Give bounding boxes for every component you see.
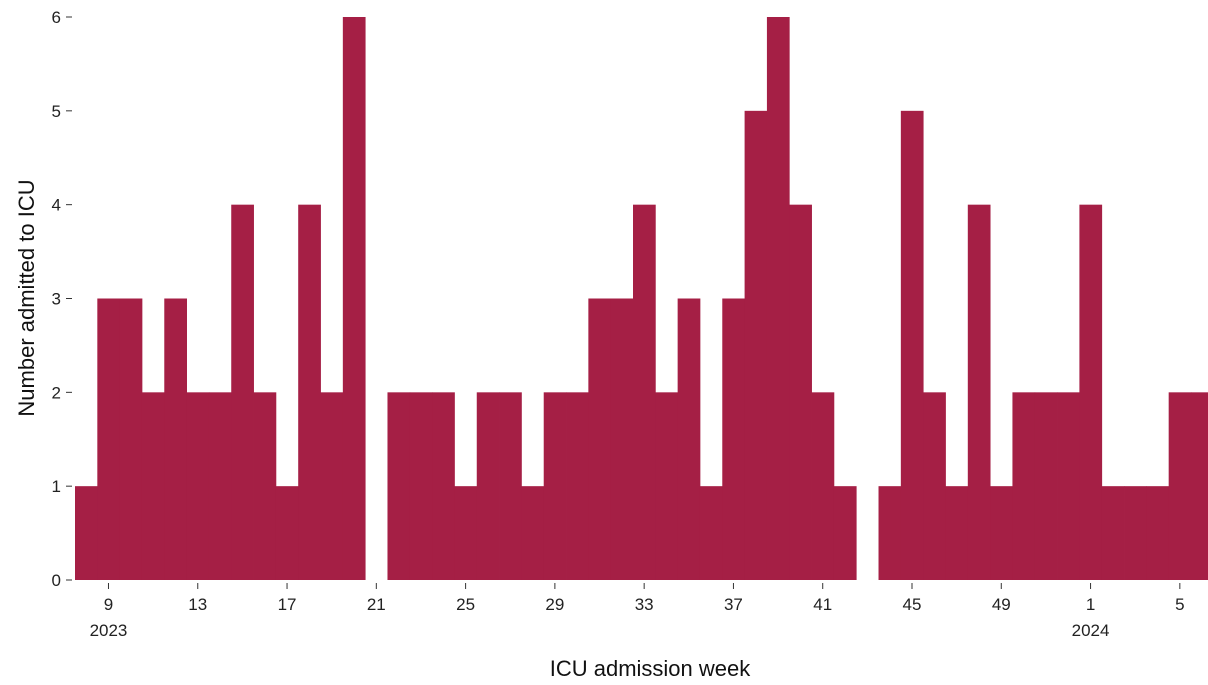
bars-group [75, 17, 1208, 581]
bar-2023-W50 [1012, 392, 1036, 580]
bar-2023-W49 [990, 486, 1013, 580]
y-axis-title: Number admitted to ICU [14, 179, 39, 416]
bar-2023-W32 [610, 298, 634, 580]
bar-2023-W11 [141, 392, 165, 580]
x-tick-label: 29 [545, 595, 564, 614]
x-tick-label: 37 [724, 595, 743, 614]
bar-2023-W25 [454, 486, 478, 580]
x-tick-label: 33 [635, 595, 654, 614]
bar-2023-W27 [499, 392, 522, 580]
bar-2023-W29 [543, 392, 567, 580]
bar-2024-W02 [1101, 486, 1125, 580]
bar-2024-W04 [1146, 486, 1170, 580]
bar-2023-W13 [186, 392, 210, 580]
x-tick-label: 49 [992, 595, 1011, 614]
x-tick-label: 45 [903, 595, 922, 614]
bar-2023-W52 [1057, 392, 1080, 580]
bar-2023-W45 [900, 110, 924, 580]
bar-2023-W31 [588, 298, 612, 580]
x-tick-label: 17 [278, 595, 297, 614]
y-tick-label: 2 [52, 383, 61, 402]
x-year-label: 2024 [1072, 621, 1110, 640]
bar-2023-W08 [75, 486, 98, 580]
bar-2023-W20 [342, 17, 366, 580]
bar-2023-W33 [633, 204, 656, 581]
bar-2023-W39 [766, 17, 790, 580]
x-tick-label: 21 [367, 595, 386, 614]
x-tick-label: 13 [188, 595, 207, 614]
x-tick-label: 41 [813, 595, 832, 614]
bar-2023-W18 [298, 204, 321, 581]
bar-2023-W35 [677, 298, 701, 580]
y-tick-label: 6 [52, 8, 61, 27]
x-tick-label: 5 [1175, 595, 1184, 614]
bar-2023-W40 [789, 204, 812, 581]
x-tick-label: 9 [104, 595, 113, 614]
y-tick-label: 3 [52, 290, 61, 309]
bar-2023-W46 [923, 392, 946, 580]
y-tick-label: 4 [52, 196, 61, 215]
bar-2023-W19 [320, 392, 344, 580]
bar-2023-W14 [208, 392, 232, 580]
bar-2023-W30 [566, 392, 589, 580]
bar-2023-W12 [164, 298, 187, 580]
bar-2024-W01 [1079, 204, 1103, 581]
y-tick-label: 0 [52, 571, 61, 590]
bar-2023-W28 [521, 486, 545, 580]
x-tick-label: 1 [1086, 595, 1095, 614]
bar-2023-W10 [119, 298, 143, 580]
bar-2023-W26 [476, 392, 500, 580]
bar-2023-W48 [967, 204, 991, 581]
bar-2023-W16 [253, 392, 277, 580]
bar-2023-W22 [387, 392, 411, 580]
y-tick-label: 5 [52, 102, 61, 121]
x-axis-title: ICU admission week [550, 656, 752, 681]
bar-2023-W42 [833, 486, 857, 580]
bar-2023-W24 [432, 392, 455, 580]
bar-2023-W34 [655, 392, 679, 580]
bar-2023-W51 [1034, 392, 1058, 580]
bar-2023-W36 [699, 486, 723, 580]
bar-2024-W03 [1124, 486, 1147, 580]
x-axis: 9 2023 13 17 21 25 29 33 37 41 45 49 1 2024 5 [90, 583, 1185, 640]
bar-2023-W17 [275, 486, 299, 580]
bar-2023-W09 [97, 298, 121, 580]
bar-2023-W47 [945, 486, 969, 580]
bar-2023-W23 [409, 392, 433, 580]
x-year-label: 2023 [90, 621, 128, 640]
bar-2024-W05 [1168, 392, 1192, 580]
x-tick-label: 25 [456, 595, 475, 614]
y-axis: 0 1 2 3 4 5 6 [52, 8, 72, 590]
bar-2023-W38 [744, 110, 768, 580]
y-tick-label: 1 [52, 477, 61, 496]
bar-2023-W41 [811, 392, 835, 580]
bar-2023-W15 [231, 204, 254, 581]
bar-2024-W06 [1191, 392, 1208, 580]
bar-2023-W44 [878, 486, 902, 580]
bar-2023-W37 [722, 298, 745, 580]
